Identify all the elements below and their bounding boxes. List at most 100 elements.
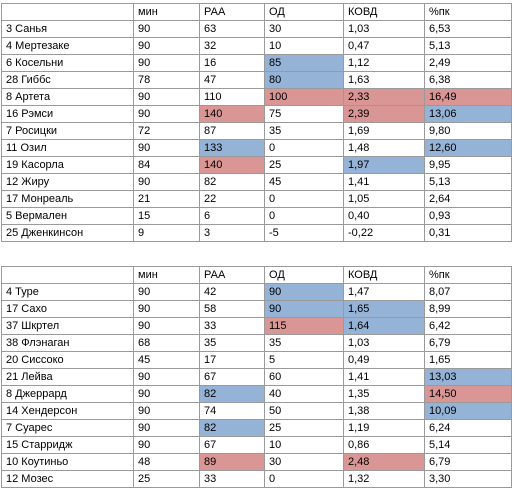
cell-raa: 16	[199, 54, 265, 72]
cell-player: 4 Мертезаке	[1, 37, 134, 55]
header-row: мин РАА ОД КОВД %пк	[1, 266, 512, 284]
table-row: 7 Росицки 72 87 35 1,69 9,80	[1, 122, 512, 140]
cell-player: 6 Косельни	[1, 54, 134, 72]
cell-player: 14 Хендерсон	[1, 402, 134, 420]
cell-kovd: 1,03	[343, 334, 425, 352]
cell-player: 20 Сиссоко	[1, 351, 134, 369]
cell-od: 10	[264, 436, 344, 454]
table-body: мин РАА ОД КОВД %пк 3 Санья 90 63 30 1,03 6,53 4 Ме…	[1, 3, 512, 242]
cell-minutes: 72	[133, 122, 200, 140]
cell-kovd: 0,40	[343, 207, 425, 225]
cell-player: 7 Суарес	[1, 419, 134, 437]
cell-raa: 35	[199, 334, 265, 352]
table-row: 20 Сиссоко 45 17 5 0,49 1,65	[1, 351, 512, 369]
cell-minutes: 90	[133, 283, 200, 301]
cell-minutes: 25	[133, 470, 200, 488]
cell-od: 25	[264, 156, 344, 174]
column-header-od: ОД	[264, 266, 344, 284]
cell-pk-percent: 0,31	[424, 224, 512, 242]
table-row: 6 Косельни 90 16 85 1,12 2,49	[1, 54, 512, 72]
cell-pk-percent: 2,64	[424, 190, 512, 208]
cell-raa: 82	[199, 385, 265, 403]
cell-od: 115	[264, 317, 344, 335]
cell-raa: 63	[199, 20, 265, 38]
cell-minutes: 78	[133, 71, 200, 89]
table-row: 4 Туре 90 42 90 1,47 8,07	[1, 283, 512, 301]
table-row: 4 Мертезаке 90 32 10 0,47 5,13	[1, 37, 512, 55]
cell-pk-percent: 6,38	[424, 71, 512, 89]
cell-pk-percent: 6,79	[424, 453, 512, 471]
cell-pk-percent: 6,53	[424, 20, 512, 38]
table-row: 3 Санья 90 63 30 1,03 6,53	[1, 20, 512, 38]
cell-pk-percent: 13,06	[424, 105, 512, 123]
cell-raa: 6	[199, 207, 265, 225]
cell-od: 30	[264, 20, 344, 38]
cell-raa: 87	[199, 122, 265, 140]
cell-raa: 110	[199, 88, 265, 106]
cell-kovd: 1,63	[343, 71, 425, 89]
column-header-kovd: КОВД	[343, 3, 425, 21]
cell-kovd: 2,39	[343, 105, 425, 123]
cell-kovd: 1,41	[343, 173, 425, 191]
column-header-player	[1, 3, 134, 21]
cell-player: 10 Коутиньо	[1, 453, 134, 471]
cell-kovd: 1,48	[343, 139, 425, 157]
cell-od: 0	[264, 470, 344, 488]
cell-pk-percent: 1,65	[424, 351, 512, 369]
cell-od: 60	[264, 368, 344, 386]
cell-raa: 140	[199, 156, 265, 174]
cell-kovd: -0,22	[343, 224, 425, 242]
column-header-pk-percent: %пк	[424, 3, 512, 21]
cell-kovd: 2,48	[343, 453, 425, 471]
cell-pk-percent: 0,93	[424, 207, 512, 225]
cell-pk-percent: 12,60	[424, 139, 512, 157]
table-row: 11 Озил 90 133 0 1,48 12,60	[1, 139, 512, 157]
table-row: 12 Жиру 90 82 45 1,41 5,13	[1, 173, 512, 191]
cell-raa: 89	[199, 453, 265, 471]
column-header-player	[1, 266, 134, 284]
cell-od: 5	[264, 351, 344, 369]
cell-raa: 82	[199, 173, 265, 191]
cell-od: 45	[264, 173, 344, 191]
table-row: 12 Мозес 25 33 0 1,32 3,30	[1, 470, 512, 488]
cell-pk-percent: 9,80	[424, 122, 512, 140]
table-row: 8 Джеррард 90 82 40 1,35 14,50	[1, 385, 512, 403]
cell-raa: 82	[199, 419, 265, 437]
cell-minutes: 21	[133, 190, 200, 208]
cell-raa: 42	[199, 283, 265, 301]
stats-table-2: мин РАА ОД КОВД %пк 4 Туре 90 42 90 1,47 8,07 17 Са…	[1, 266, 512, 488]
cell-minutes: 90	[133, 173, 200, 191]
cell-kovd: 1,41	[343, 368, 425, 386]
cell-player: 11 Озил	[1, 139, 134, 157]
cell-pk-percent: 14,50	[424, 385, 512, 403]
cell-kovd: 1,97	[343, 156, 425, 174]
cell-raa: 3	[199, 224, 265, 242]
column-header-raa: РАА	[199, 3, 265, 21]
cell-kovd: 2,33	[343, 88, 425, 106]
cell-kovd: 0,86	[343, 436, 425, 454]
cell-player: 5 Вермален	[1, 207, 134, 225]
cell-raa: 33	[199, 317, 265, 335]
cell-pk-percent: 5,14	[424, 436, 512, 454]
table-row: 17 Сахо 90 58 90 1,65 8,99	[1, 300, 512, 318]
table-row: 37 Шкртел 90 33 115 1,64 6,42	[1, 317, 512, 335]
column-header-minutes: мин	[133, 266, 200, 284]
cell-minutes: 90	[133, 54, 200, 72]
cell-raa: 67	[199, 436, 265, 454]
cell-od: 35	[264, 334, 344, 352]
table-row: 7 Суарес 90 82 25 1,19 6,24	[1, 419, 512, 437]
cell-od: 25	[264, 419, 344, 437]
cell-kovd: 1,38	[343, 402, 425, 420]
cell-pk-percent: 2,49	[424, 54, 512, 72]
cell-minutes: 90	[133, 105, 200, 123]
cell-minutes: 90	[133, 402, 200, 420]
cell-od: 30	[264, 453, 344, 471]
cell-pk-percent: 8,99	[424, 300, 512, 318]
cell-player: 19 Касорла	[1, 156, 134, 174]
table-row: 25 Дженкинсон 9 3 -5 -0,22 0,31	[1, 224, 512, 242]
cell-minutes: 90	[133, 300, 200, 318]
cell-raa: 32	[199, 37, 265, 55]
cell-player: 37 Шкртел	[1, 317, 134, 335]
cell-player: 8 Джеррард	[1, 385, 134, 403]
cell-kovd: 1,03	[343, 20, 425, 38]
